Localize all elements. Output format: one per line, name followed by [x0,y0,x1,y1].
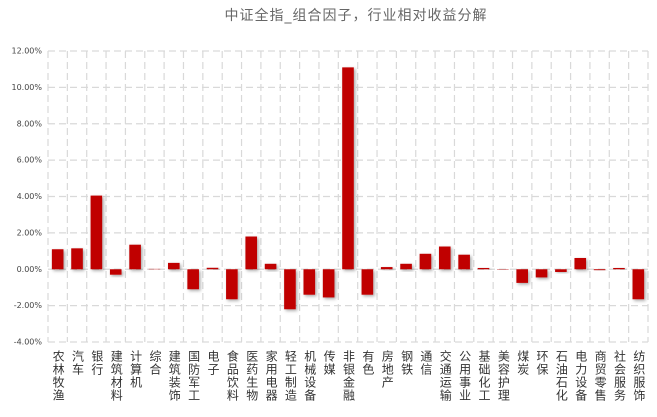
y-tick-label: -4.00% [14,338,43,347]
x-tick-label: 汽车 [71,349,85,376]
bar [90,195,103,270]
bar [71,248,83,270]
bar [419,253,432,270]
bar [477,267,490,270]
bar [322,269,335,298]
x-tick-label: 环保 [535,350,549,376]
bar [632,269,645,300]
x-tick-label: 建筑装饰 [167,350,181,402]
bar [361,269,374,295]
bar [264,263,277,270]
y-tick-label: 0.00% [17,265,43,274]
bar [245,236,258,270]
x-tick-label: 基础化工 [477,350,491,402]
x-tick-label: 纺织服饰 [632,350,646,402]
y-tick-label: -2.00% [14,301,43,310]
x-tick-label: 农林牧渔 [51,350,65,402]
x-tick-label: 房地产 [380,349,394,389]
x-tick-label: 钢铁 [400,350,414,376]
x-tick-label: 商贸零售 [593,349,607,402]
x-tick-label: 传媒 [322,349,336,376]
x-tick-label: 综合 [148,350,162,376]
y-tick-label: 4.00% [17,192,43,201]
x-tick-label: 煤炭 [516,350,530,376]
bar [51,249,64,270]
bar [458,254,470,270]
x-tick-label: 通信 [419,350,433,376]
x-tick-label: 公用事业 [458,350,472,402]
x-tick-label: 有色 [361,350,375,376]
x-tick-label: 轻工制造 [283,350,297,402]
bar [400,263,412,270]
bar [206,267,219,270]
y-tick-label: 12.00% [11,47,42,56]
bar [574,257,587,270]
x-tick-label: 非银金融 [342,350,356,402]
bar [593,269,606,271]
bar [613,267,625,270]
x-tick-label: 交通运输 [438,349,452,402]
x-tick-label: 家用电器 [264,349,278,402]
bar [226,269,238,300]
bar [516,269,528,283]
x-tick-label: 银行 [90,350,104,376]
bar [555,269,567,272]
x-tick-label: 社会服务 [612,349,626,402]
y-tick-label: 10.00% [11,83,42,92]
x-tick-label: 机械设备 [303,350,317,402]
bar [109,269,122,275]
bar [380,267,393,270]
chart-title: 中证全指_组合因子，行业相对收益分解 [225,7,488,24]
x-tick-label: 食品饮料 [225,349,239,402]
bar [187,269,199,290]
bar [284,269,296,310]
bar [129,244,141,270]
y-tick-label: 6.00% [17,156,43,165]
x-tick-label: 美容护理 [496,350,510,402]
x-tick-label: 电力设备 [574,350,588,402]
bar [438,246,451,270]
bar [342,67,354,270]
bar [535,269,548,278]
x-tick-label: 建筑材料 [109,350,123,402]
x-tick-label: 电子 [206,350,220,376]
bar [303,269,316,295]
x-tick-label: 计算机 [129,350,143,389]
x-tick-label: 石油石化 [554,350,568,402]
y-tick-label: 2.00% [17,228,43,237]
x-tick-label: 国防军工 [187,350,201,402]
bar [168,262,180,270]
x-tick-label: 医药生物 [245,350,259,402]
y-tick-label: 8.00% [17,119,43,128]
